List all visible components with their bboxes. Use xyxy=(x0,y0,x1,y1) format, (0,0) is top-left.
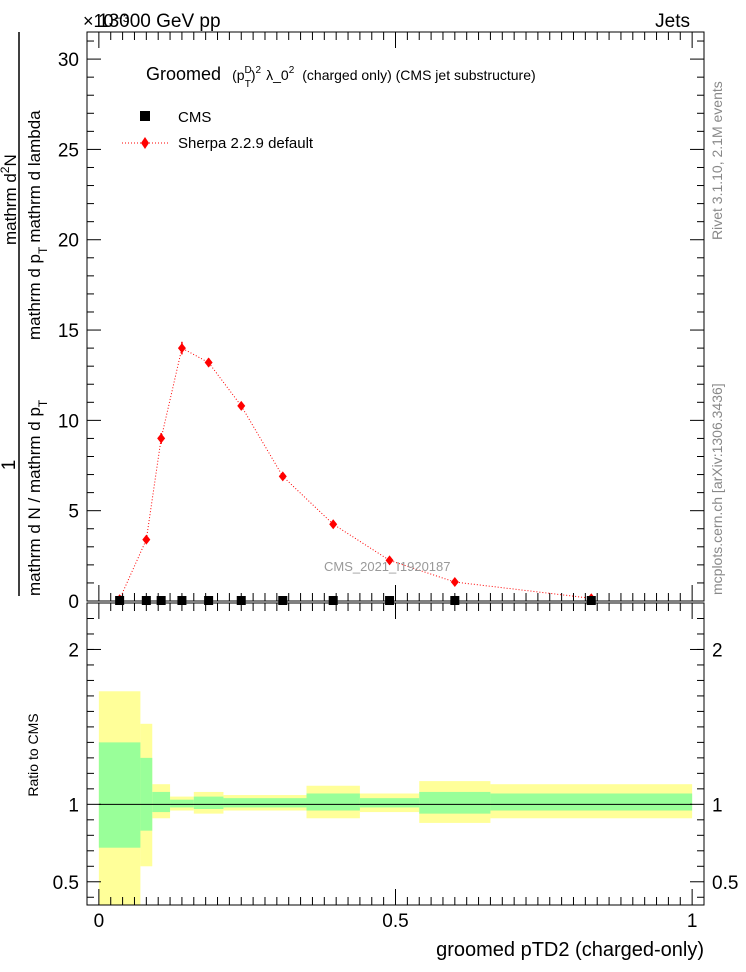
cms-point xyxy=(141,596,151,605)
ratio-y-tick-label: 1 xyxy=(68,795,79,816)
ratio-inner-band xyxy=(359,798,420,808)
legend-sherpa-label: Sherpa 2.2.9 default xyxy=(178,135,314,152)
x-tick-label: 1 xyxy=(687,911,698,932)
sherpa-point xyxy=(204,357,213,368)
plot-header-right: Jets xyxy=(655,11,690,32)
cms-point xyxy=(586,596,596,605)
ratio-inner-band xyxy=(170,799,194,808)
ratio-inner-band xyxy=(152,791,171,813)
sherpa-point xyxy=(177,343,186,354)
sherpa-point xyxy=(329,519,338,530)
cms-point xyxy=(204,596,214,605)
cms-point xyxy=(450,596,460,605)
ratio-inner-band xyxy=(419,791,491,814)
ratio-inner-band xyxy=(140,757,153,831)
main-series xyxy=(115,341,596,605)
ylabel-d2n: mathrm d2N xyxy=(0,154,20,245)
cms-point xyxy=(156,596,166,605)
cms-point xyxy=(236,596,246,605)
legend-sherpa-marker xyxy=(141,137,149,149)
cms-point xyxy=(177,596,187,605)
main-y-axis-title: 1 mathrm d N / mathrm d pT mathrm d2N ma… xyxy=(0,32,50,596)
ratio-y-tick-label: 0.5 xyxy=(53,873,79,894)
ratio-y-tick-label-right: 0.5 xyxy=(712,873,738,894)
ratio-y-tick-label: 2 xyxy=(68,640,79,661)
ratio-inner-band xyxy=(490,793,693,811)
sherpa-point xyxy=(385,555,394,566)
plot-header-left: 13000 GeV pp xyxy=(98,11,221,32)
y-tick-label: 10 xyxy=(58,411,79,432)
cms-point xyxy=(328,596,338,605)
legend-cms-marker xyxy=(140,111,150,121)
x-tick-label: 0 xyxy=(94,911,105,932)
ylabel-numerator: 1 xyxy=(0,460,20,471)
legend: CMS Sherpa 2.2.9 default xyxy=(122,109,314,152)
ylabel-denominator: mathrm d N / mathrm d pT xyxy=(25,399,50,596)
legend-cms-label: CMS xyxy=(178,109,211,126)
sherpa-point xyxy=(142,534,151,545)
cms-point xyxy=(278,596,288,605)
main-panel: 0 5 10 15 20 25 30 xyxy=(58,31,705,613)
y-tick-label: 0 xyxy=(68,592,79,613)
y-tick-label: 5 xyxy=(68,502,79,523)
plot-title: Groomed (pD T)2 λ_02 (charged only) (CMS je… xyxy=(146,64,536,90)
main-y-ticks: 0 5 10 15 20 25 30 xyxy=(58,40,704,613)
y-tick-label: 30 xyxy=(58,50,79,71)
sherpa-point xyxy=(278,471,287,482)
ratio-inner-band xyxy=(98,742,141,848)
y-tick-label: 20 xyxy=(58,231,79,252)
ratio-y-tick-label-right: 1 xyxy=(712,795,723,816)
main-x-ticks xyxy=(98,32,693,601)
sherpa-point xyxy=(450,577,459,588)
sherpa-point xyxy=(157,433,166,444)
ratio-y-axis-title: Ratio to CMS xyxy=(25,713,41,796)
y-scale-exponent: ×10⁻³ xyxy=(83,11,129,31)
ratio-inner-band xyxy=(223,798,307,808)
cms-point xyxy=(115,596,125,605)
x-axis-title: groomed pTD2 (charged-only) xyxy=(436,939,704,961)
ratio-y-ticks: 0.5 0.5 1 1 2 2 xyxy=(53,617,738,898)
ylabel-dpt-dlambda: mathrm d pTmathrm d lambda xyxy=(25,110,50,340)
analysis-watermark: CMS_2021_I1920187 xyxy=(324,559,451,574)
x-tick-label: 0.5 xyxy=(382,911,408,932)
y-tick-label: 25 xyxy=(58,140,79,161)
rivet-version-label: Rivet 3.1.10, 2.1M events xyxy=(709,81,725,240)
ratio-y-tick-label-right: 2 xyxy=(712,640,723,661)
sherpa-point xyxy=(237,400,246,411)
ratio-frame xyxy=(86,602,705,906)
ratio-inner-band xyxy=(193,796,224,809)
y-tick-label: 15 xyxy=(58,321,79,342)
ratio-inner-band xyxy=(306,793,360,811)
mcplots-label: mcplots.cern.ch [arXiv:1306.3436] xyxy=(709,383,725,595)
cms-point xyxy=(385,596,395,605)
ratio-bands xyxy=(98,691,693,905)
ratio-x-ticks: 0 0.5 1 xyxy=(94,603,698,932)
ratio-panel: 0.5 0.51 12 2 0 0.5 1 xyxy=(53,602,738,932)
